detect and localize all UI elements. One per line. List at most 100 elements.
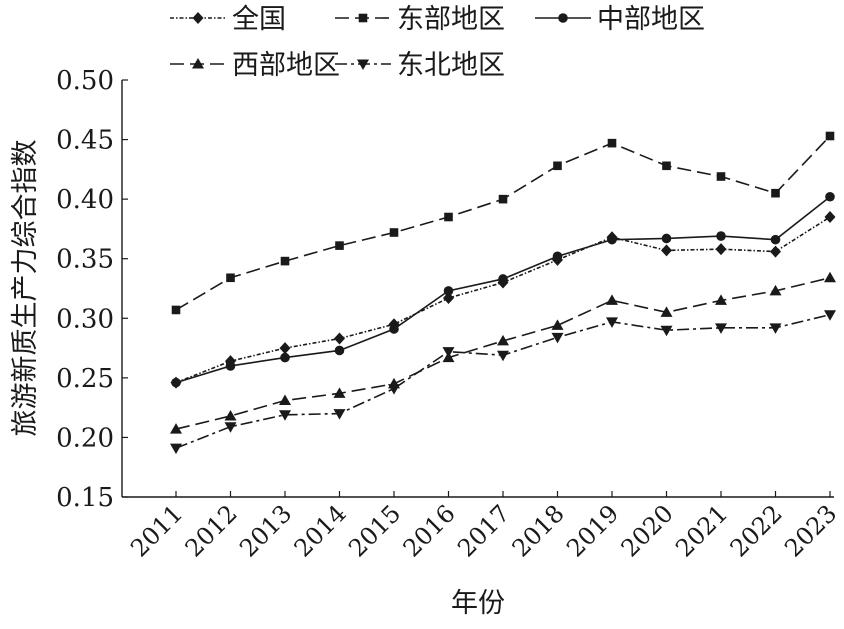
x-tick-label: 2017 [452,499,515,562]
data-point [770,245,781,258]
legend-item-3: 西部地区 [170,50,340,81]
data-point [824,310,836,321]
data-point [715,323,727,334]
legend-marker [192,58,204,69]
data-point [224,409,237,421]
legend-item-2: 中部地区 [535,4,705,35]
data-point [443,286,454,296]
data-point [824,211,836,224]
y-tick-label: 0.50 [56,66,114,96]
data-point [771,188,780,198]
data-point [170,423,182,434]
data-point [279,410,291,421]
data-point [498,274,508,284]
data-point [662,161,671,171]
data-point [389,324,399,334]
y-axis-title: 旅游新质生产力综合指数 [10,140,41,437]
x-tick-label: 2021 [670,499,733,562]
data-point [606,317,618,328]
data-point [280,352,290,363]
data-point [224,422,237,433]
legend-item-4: 东北地区 [335,50,505,81]
data-point [279,342,291,355]
data-point [280,256,290,266]
data-point [606,294,618,305]
series-line [175,313,831,449]
data-point [225,361,236,371]
x-tick-label: 2018 [507,499,570,562]
data-point [333,409,346,420]
data-point [824,271,836,283]
x-tick-label: 2023 [779,499,842,562]
y-tick-label: 0.15 [56,483,114,513]
data-point [333,387,346,398]
data-point [769,323,782,334]
y-tick-label: 0.35 [56,245,114,275]
data-point [498,194,508,204]
data-point [335,241,344,250]
data-point [825,191,835,202]
x-tick-label: 2020 [616,499,679,562]
data-point [279,394,291,405]
series-3 [170,271,836,434]
legend-label: 东部地区 [397,4,505,35]
data-point [553,161,562,171]
x-tick-label: 2014 [289,499,352,562]
x-tick-label: 2013 [234,499,297,562]
data-point [551,319,564,330]
x-axis-title: 年份 [451,588,505,619]
data-point [443,292,454,305]
data-point [660,325,673,337]
x-tick-label: 2012 [180,499,243,562]
y-tick-label: 0.45 [56,126,114,156]
data-point [552,251,563,262]
data-point [716,172,726,181]
y-tick-label: 0.25 [56,364,114,394]
legend-item-1: 东部地区 [335,4,505,35]
legend-item-0: 全国 [170,4,286,35]
data-point [660,306,673,317]
series-4 [170,310,836,455]
series-1 [171,131,835,315]
legend-marker [358,13,368,23]
data-point [715,294,727,305]
data-point [444,212,453,222]
x-tick-label: 2011 [125,499,188,562]
data-point [442,347,455,358]
data-point [389,228,399,237]
legend-label: 西部地区 [232,50,340,81]
data-point [770,234,781,245]
data-point [769,284,782,296]
data-point [171,305,181,315]
data-point [607,234,617,245]
data-point [825,131,835,141]
data-point [551,332,564,344]
legend-label: 中部地区 [597,4,705,35]
data-point [388,384,400,395]
data-point [716,231,726,241]
legend-marker [192,12,204,24]
data-point [334,345,345,356]
data-point [334,332,345,345]
legend-label: 全国 [232,4,286,35]
series-2 [171,191,835,388]
data-point [607,138,617,148]
x-tick-label: 2015 [343,499,406,562]
y-tick-label: 0.20 [56,423,114,453]
x-tick-label: 2016 [398,499,461,562]
data-point [661,244,672,257]
x-tick-label: 2019 [561,499,624,562]
data-point [170,443,182,455]
legend-label: 东北地区 [397,50,505,81]
data-point [171,377,181,388]
data-point [497,350,509,362]
data-point [497,334,509,346]
data-point [226,273,235,283]
legend-marker [357,59,369,70]
data-point [661,233,672,244]
data-point [715,243,727,256]
legend-marker [558,13,568,23]
y-tick-label: 0.40 [56,185,114,215]
